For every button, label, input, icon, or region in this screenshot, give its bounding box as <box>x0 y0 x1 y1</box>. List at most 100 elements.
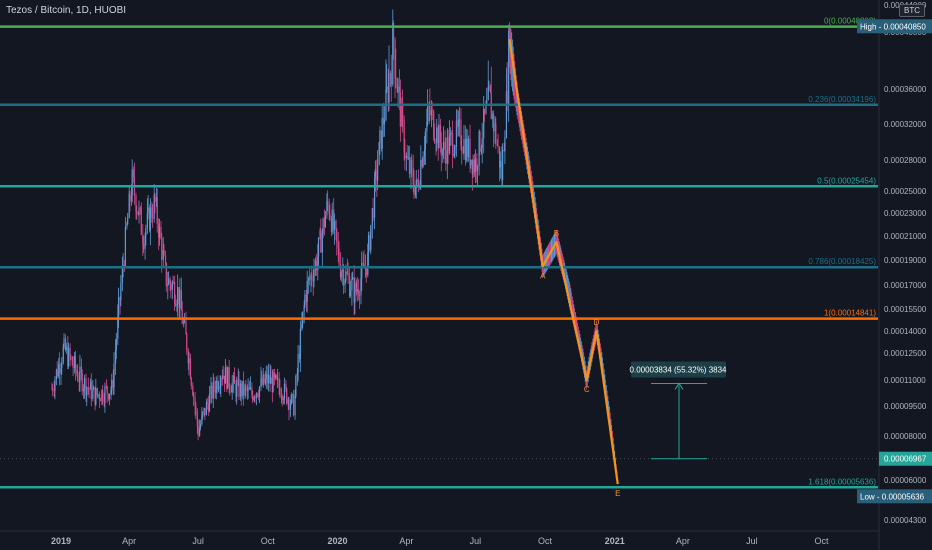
candle-body <box>128 193 130 218</box>
candle-body <box>387 86 389 103</box>
candle-body <box>295 376 297 397</box>
candle-body <box>262 374 264 385</box>
candle-body <box>178 287 180 309</box>
candle-body <box>380 130 383 149</box>
candle-body <box>374 177 376 218</box>
candle-body <box>97 394 99 396</box>
candle-body <box>185 320 187 335</box>
y-tick-label: 0.00017000 <box>884 281 927 290</box>
candle-body <box>292 394 294 396</box>
wave-label: C <box>584 385 590 394</box>
candle-body <box>203 408 205 413</box>
candle-body <box>285 383 287 389</box>
y-tick-label: 0.00028000 <box>884 156 927 165</box>
candle-body <box>497 145 499 147</box>
candle-body <box>370 225 372 250</box>
candle-body <box>354 282 356 303</box>
candle-body <box>353 277 355 303</box>
candle-body <box>371 208 373 226</box>
current-tag-bg <box>879 451 932 466</box>
x-tick-label: Apr <box>122 536 136 546</box>
candle-body <box>124 265 126 267</box>
currency-button[interactable]: BTC <box>899 4 925 17</box>
candle-body <box>210 385 212 395</box>
candle-body <box>463 139 465 154</box>
candle-body <box>79 366 81 382</box>
candle-body <box>244 386 246 396</box>
candle-body <box>399 86 401 93</box>
candle-body <box>352 277 354 279</box>
candle-body <box>158 226 161 238</box>
low-price-tag: Low - 0.00005636 <box>860 492 925 501</box>
candle-body <box>356 289 358 292</box>
candle-body <box>399 92 401 127</box>
candle-body <box>327 201 329 203</box>
candle-body <box>140 208 142 235</box>
candle-body <box>390 73 392 85</box>
candle-body <box>126 224 128 227</box>
candle-body <box>496 143 498 146</box>
candle-body <box>252 394 254 401</box>
candle-body <box>187 350 189 364</box>
candle-body <box>402 105 404 120</box>
elliott-wave-line <box>508 38 619 485</box>
candle-body <box>263 374 265 384</box>
candle-body <box>315 260 317 271</box>
candle-body <box>486 100 488 105</box>
candle-body <box>347 273 349 277</box>
candle-body <box>303 305 305 312</box>
candle-body <box>127 217 129 225</box>
y-tick-label: 0.00006000 <box>884 476 927 485</box>
x-tick-label: Jul <box>470 536 482 546</box>
candle-body <box>377 164 379 181</box>
candle-body <box>395 78 397 84</box>
candle-body <box>442 141 445 150</box>
candle-body <box>346 271 348 274</box>
candle-body <box>89 381 92 390</box>
candle-body <box>208 394 211 412</box>
candle-body <box>226 367 228 389</box>
candle-body <box>505 90 508 138</box>
candle-body <box>242 381 244 396</box>
y-tick-label: 0.00008000 <box>884 432 927 441</box>
candle-body <box>471 159 473 175</box>
candle-body <box>294 396 296 416</box>
candle-body <box>146 212 148 229</box>
candle-body <box>192 395 195 398</box>
candle-body <box>121 267 123 284</box>
y-tick-label: 0.00023000 <box>884 209 927 218</box>
candle-body <box>378 142 380 165</box>
candle-body <box>110 390 112 394</box>
candle-body <box>181 310 183 324</box>
candle-body <box>502 149 504 181</box>
candle-body <box>326 201 328 216</box>
candle-body <box>183 321 185 324</box>
candle-body <box>189 358 192 379</box>
candle-body <box>267 374 269 384</box>
candle-body <box>113 363 115 388</box>
candle-body <box>433 137 436 142</box>
candle-body <box>442 149 444 156</box>
candle-body <box>236 383 238 397</box>
candle-body <box>164 255 167 263</box>
candle-body <box>305 294 308 302</box>
candle-body <box>278 378 280 388</box>
candle-body <box>177 287 179 305</box>
fib-level-label: 0(0.00040802) <box>824 17 876 26</box>
candle-body <box>480 147 483 152</box>
candle-body <box>114 350 117 364</box>
candle-body <box>158 224 160 238</box>
candle-body <box>117 297 120 317</box>
candle-body <box>288 399 290 410</box>
candle-body <box>119 297 121 301</box>
candle-body <box>78 380 80 382</box>
candle-body <box>235 383 237 397</box>
candle-body <box>461 146 463 152</box>
candle-body <box>60 367 62 374</box>
candle-body <box>174 282 176 305</box>
candle-body <box>469 138 471 166</box>
candle-body <box>508 30 510 106</box>
candle-body <box>204 408 206 416</box>
